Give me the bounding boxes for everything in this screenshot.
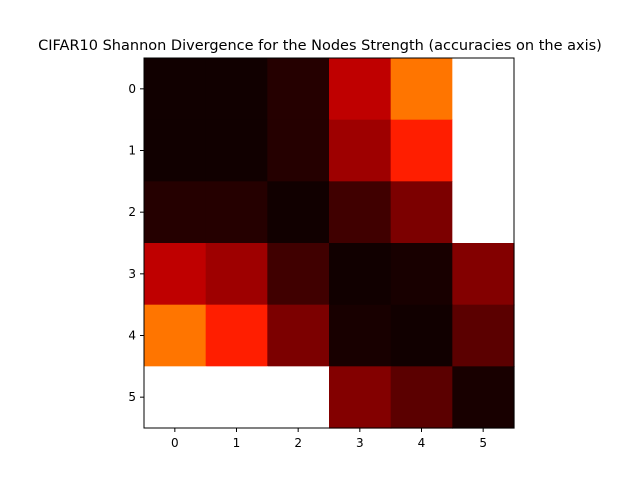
y-tick-label: 3 [128,267,136,281]
heatmap-cell-0-5 [452,58,515,121]
heatmap-cell-3-5 [452,243,515,306]
x-tick-label: 5 [479,436,487,450]
x-tick-label: 1 [233,436,241,450]
heatmap-cell-3-4 [390,243,453,306]
heatmap-cell-5-4 [390,366,453,429]
heatmap-cell-0-0 [144,58,207,121]
heatmap-cell-4-0 [144,304,207,367]
y-tick-label: 5 [128,390,136,404]
y-tick-label: 1 [128,144,136,158]
heatmap-cell-2-4 [390,181,453,244]
heatmap-cell-0-4 [390,58,453,121]
heatmap-cell-4-5 [452,304,515,367]
heatmap-cell-5-3 [329,366,392,429]
heatmap-cell-1-2 [267,119,330,182]
plot-frame [143,57,515,429]
x-axis: 0 1 2 3 4 5 [171,428,487,450]
heatmap-cell-1-5 [452,119,515,182]
x-tick-label: 4 [418,436,426,450]
heatmap-cell-0-3 [329,58,392,121]
heatmap-cell-2-0 [144,181,207,244]
heatmap-cell-2-1 [205,181,268,244]
heatmap-cell-3-1 [205,243,268,306]
chart-title: CIFAR10 Shannon Divergence for the Nodes… [38,38,602,54]
x-tick-label: 3 [356,436,364,450]
heatmap-cell-3-2 [267,243,330,306]
heatmap-cell-5-2 [267,366,330,429]
heatmap-cell-1-3 [329,119,392,182]
heatmap-cell-2-3 [329,181,392,244]
heatmap-cell-3-3 [329,243,392,306]
heatmap-cell-4-2 [267,304,330,367]
heatmap-cell-4-4 [390,304,453,367]
heatmap-cell-5-1 [205,366,268,429]
heatmap-cell-1-0 [144,119,207,182]
y-tick-label: 2 [128,205,136,219]
heatmap-cell-1-4 [390,119,453,182]
x-tick-label: 0 [171,436,179,450]
heatmap-cell-3-0 [144,243,207,306]
y-axis: 0 1 2 3 4 5 [128,82,144,404]
heatmap-cell-4-1 [205,304,268,367]
heatmap-cell-0-1 [205,58,268,121]
heatmap-cells [144,58,515,429]
heatmap-cell-1-1 [205,119,268,182]
y-tick-label: 4 [128,329,136,343]
heatmap-cell-5-5 [452,366,515,429]
y-tick-label: 0 [128,82,136,96]
heatmap-cell-2-5 [452,181,515,244]
x-tick-label: 2 [294,436,302,450]
heatmap-cell-0-2 [267,58,330,121]
heatmap-cell-2-2 [267,181,330,244]
heatmap-cell-5-0 [144,366,207,429]
heatmap-cell-4-3 [329,304,392,367]
